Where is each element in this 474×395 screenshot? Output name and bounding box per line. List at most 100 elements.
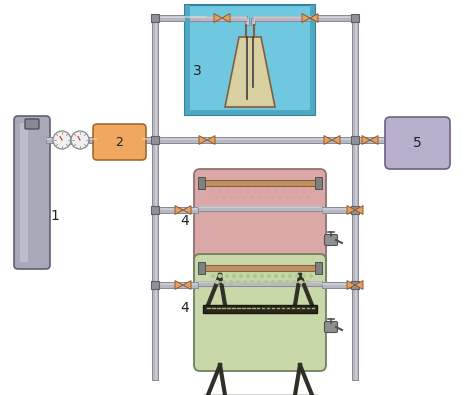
Circle shape — [211, 189, 215, 193]
Circle shape — [285, 195, 289, 199]
Bar — [142, 137, 155, 143]
FancyBboxPatch shape — [25, 119, 39, 129]
FancyBboxPatch shape — [185, 5, 315, 115]
Circle shape — [236, 280, 240, 284]
Circle shape — [278, 195, 282, 199]
Polygon shape — [355, 280, 363, 290]
Circle shape — [271, 195, 275, 199]
Polygon shape — [370, 135, 378, 145]
Circle shape — [299, 195, 303, 199]
Bar — [155, 210, 157, 285]
Circle shape — [250, 280, 254, 284]
Bar — [352, 140, 358, 210]
Bar — [89, 137, 97, 140]
Circle shape — [267, 274, 271, 278]
Bar — [310, 5, 315, 115]
FancyBboxPatch shape — [68, 136, 76, 144]
Circle shape — [243, 195, 247, 199]
Bar — [151, 281, 159, 289]
Bar — [155, 285, 157, 380]
Circle shape — [229, 280, 233, 284]
FancyBboxPatch shape — [20, 123, 28, 262]
Bar — [352, 285, 358, 380]
FancyBboxPatch shape — [194, 169, 326, 281]
Circle shape — [229, 195, 233, 199]
Text: 4: 4 — [180, 214, 189, 228]
Text: 1: 1 — [50, 209, 59, 223]
Bar — [155, 208, 198, 210]
Text: 3: 3 — [193, 64, 202, 78]
Circle shape — [236, 195, 240, 199]
Bar — [322, 282, 355, 285]
Bar — [203, 305, 317, 313]
Bar — [155, 140, 157, 210]
Bar — [152, 210, 158, 285]
Bar — [155, 282, 198, 285]
Circle shape — [215, 195, 219, 199]
Circle shape — [281, 274, 285, 278]
Circle shape — [264, 280, 268, 284]
Circle shape — [232, 274, 236, 278]
Bar — [352, 210, 358, 285]
Polygon shape — [310, 13, 318, 23]
Circle shape — [267, 189, 271, 193]
Circle shape — [53, 131, 71, 149]
Bar — [142, 137, 155, 140]
Circle shape — [295, 189, 299, 193]
Bar — [322, 208, 355, 210]
Polygon shape — [324, 135, 332, 145]
FancyBboxPatch shape — [93, 124, 146, 160]
Circle shape — [299, 280, 303, 284]
Bar — [351, 14, 359, 22]
Bar — [155, 207, 198, 213]
Circle shape — [71, 131, 89, 149]
Bar — [152, 18, 158, 140]
Bar — [351, 136, 359, 144]
Bar — [155, 18, 157, 140]
Bar — [46, 137, 62, 140]
Bar — [152, 285, 158, 380]
Circle shape — [264, 195, 268, 199]
Polygon shape — [347, 280, 355, 290]
Bar — [151, 206, 159, 214]
Bar — [198, 281, 322, 283]
Polygon shape — [214, 13, 222, 23]
Circle shape — [239, 274, 243, 278]
Polygon shape — [347, 206, 355, 214]
Polygon shape — [332, 135, 340, 145]
Bar — [253, 18, 255, 25]
Bar — [155, 15, 207, 18]
Bar — [245, 18, 249, 25]
Bar — [155, 137, 355, 140]
Bar — [151, 136, 159, 144]
Bar — [151, 14, 159, 22]
Bar — [89, 137, 97, 143]
Circle shape — [309, 189, 313, 193]
Bar — [155, 16, 247, 18]
Circle shape — [292, 280, 296, 284]
Bar — [355, 137, 410, 143]
Bar — [352, 18, 358, 140]
Circle shape — [250, 195, 254, 199]
Polygon shape — [175, 280, 183, 290]
Polygon shape — [222, 13, 230, 23]
Circle shape — [253, 189, 257, 193]
Bar — [198, 262, 205, 274]
Circle shape — [295, 274, 299, 278]
Circle shape — [246, 189, 250, 193]
Circle shape — [225, 189, 229, 193]
Bar — [198, 177, 205, 189]
Circle shape — [211, 274, 215, 278]
Bar — [356, 210, 357, 285]
Circle shape — [288, 274, 292, 278]
Polygon shape — [183, 280, 191, 290]
FancyBboxPatch shape — [194, 254, 326, 371]
Bar — [155, 137, 355, 143]
Bar — [315, 177, 322, 189]
FancyBboxPatch shape — [325, 235, 337, 246]
Polygon shape — [225, 37, 275, 107]
Circle shape — [257, 280, 261, 284]
Bar — [200, 180, 320, 186]
Bar — [351, 206, 359, 214]
Bar — [155, 282, 198, 288]
